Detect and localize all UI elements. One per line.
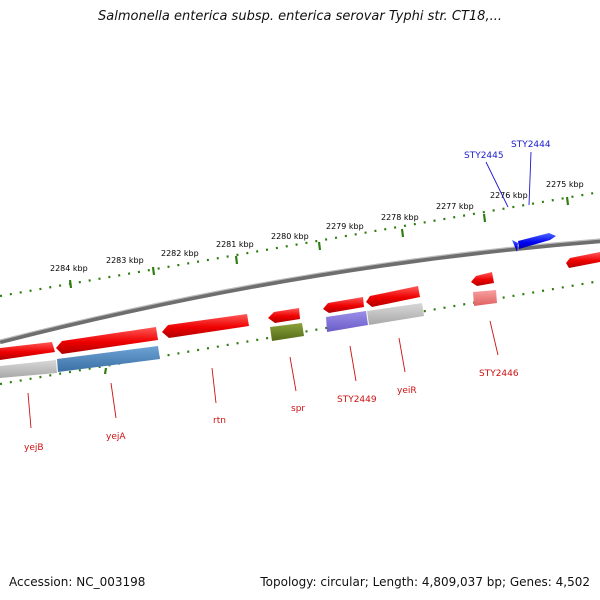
label-spr[interactable]: spr (291, 404, 305, 414)
major-ticks (68, 196, 570, 375)
forward-strand-genes (512, 233, 600, 268)
label-STY2444[interactable]: STY2444 (511, 140, 551, 150)
tick-label: 2283 kbp (106, 256, 144, 265)
map-title: Salmonella enterica subsp. enterica sero… (98, 9, 502, 24)
gene-yeiR[interactable] (366, 286, 420, 307)
tick-label: 2276 kbp (490, 191, 528, 200)
reverse-strand-genes (0, 272, 494, 360)
label-STY2446[interactable]: STY2446 (479, 369, 519, 379)
tick-label: 2282 kbp (161, 249, 199, 258)
gene-spr[interactable] (268, 308, 300, 323)
label-rtn[interactable]: rtn (213, 416, 226, 426)
tick-label: 2281 kbp (216, 240, 254, 249)
label-yeiR[interactable]: yeiR (397, 386, 417, 396)
accession-text: Accession: NC_003198 (9, 575, 146, 589)
tick-labels: 2284 kbp 2283 kbp 2282 kbp 2281 kbp 2280… (50, 180, 584, 273)
tick-label: 2278 kbp (381, 213, 419, 222)
tick-label: 2284 kbp (50, 264, 88, 273)
tick-label: 2280 kbp (271, 232, 309, 241)
lower-tick-ring (0, 279, 600, 386)
gene-STY2444[interactable] (518, 233, 556, 249)
gene-edge-right (566, 252, 600, 268)
label-STY2449[interactable]: STY2449 (337, 395, 377, 405)
gene-STY2445[interactable] (512, 240, 518, 252)
label-yejB[interactable]: yejB (24, 443, 44, 453)
gene-STY2449[interactable] (323, 297, 364, 313)
gene-yejA[interactable] (56, 327, 158, 354)
tick-label: 2277 kbp (436, 202, 474, 211)
tick-label: 2275 kbp (546, 180, 584, 189)
label-yejA[interactable]: yejA (106, 432, 126, 442)
gene-STY2446[interactable] (471, 272, 494, 286)
gene-yejB[interactable] (0, 342, 55, 360)
label-leader-lines (27, 151, 532, 429)
upper-tick-ring (0, 190, 600, 298)
genome-stats-text: Topology: circular; Length: 4,809,037 bp… (260, 575, 590, 589)
gene-labels: yejB yejA rtn spr STY2449 yeiR STY2446 S… (24, 140, 551, 453)
secondary-track (0, 290, 497, 378)
gene-rtn[interactable] (162, 314, 249, 338)
tick-label: 2279 kbp (326, 222, 364, 231)
label-STY2445[interactable]: STY2445 (464, 151, 504, 161)
